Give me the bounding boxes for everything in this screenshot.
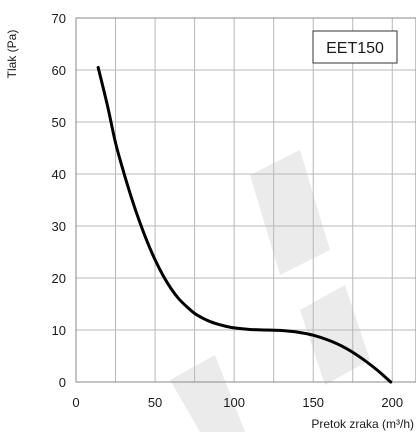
x-tick-label-150: 150	[302, 395, 324, 410]
legend: EET150	[312, 30, 398, 64]
legend-label: EET150	[326, 40, 384, 57]
y-tick-label-20: 20	[52, 271, 66, 286]
tick-labels: 0 50 100 150 200 0 10 20 30 40 50 60 70	[52, 11, 404, 410]
x-axis-label: Pretok zraka (m³/h)	[311, 417, 414, 431]
y-tick-label-0: 0	[59, 375, 66, 390]
y-tick-label-60: 60	[52, 63, 66, 78]
grid	[75, 17, 416, 383]
legend-box	[312, 30, 398, 64]
y-tick-label-40: 40	[52, 167, 66, 182]
y-tick-label-50: 50	[52, 115, 66, 130]
y-axis-label: Tlak (Pa)	[5, 30, 19, 79]
series-line-eet150	[96, 65, 393, 384]
plot-area-frame	[75, 17, 416, 383]
y-tick-label-10: 10	[52, 323, 66, 338]
x-tick-label-100: 100	[223, 395, 245, 410]
watermark	[170, 150, 370, 432]
x-tick-label-50: 50	[148, 395, 162, 410]
x-tick-label-200: 200	[381, 395, 403, 410]
y-tick-label-70: 70	[52, 11, 66, 26]
y-tick-label-30: 30	[52, 219, 66, 234]
x-tick-label-0: 0	[72, 395, 79, 410]
